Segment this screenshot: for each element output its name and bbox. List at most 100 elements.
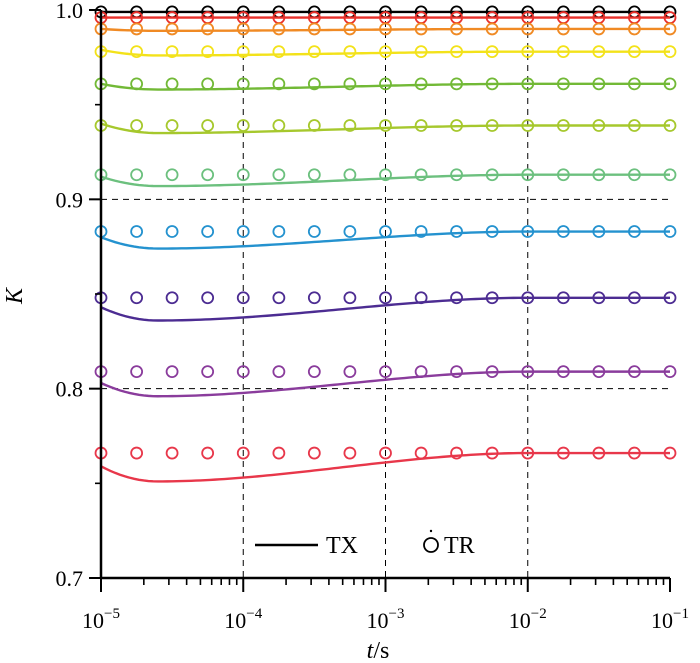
series-marker [307, 365, 321, 379]
series-s6 [94, 119, 677, 135]
series-s10 [94, 365, 677, 398]
series-marker [272, 168, 286, 182]
series-marker [272, 22, 286, 36]
series-marker [485, 168, 499, 182]
series-marker [592, 291, 606, 305]
series-marker [450, 365, 463, 379]
x-tick-label-base: 10 [82, 608, 104, 633]
legend-marker-swatch [423, 537, 439, 553]
legend-marker-dot [429, 529, 433, 533]
series-marker [663, 119, 677, 132]
series-marker [663, 45, 677, 59]
series-marker [379, 45, 392, 59]
series-marker [556, 225, 570, 238]
series-marker [343, 168, 357, 182]
series-marker [556, 168, 570, 182]
series-marker [414, 119, 428, 132]
series-marker [485, 446, 499, 460]
series-marker [236, 291, 250, 305]
y-tick-label: 0.8 [56, 377, 84, 402]
series-marker [130, 168, 144, 182]
series-marker [343, 77, 357, 91]
series-marker [236, 168, 250, 182]
series-s11 [94, 446, 677, 483]
series-marker [307, 225, 321, 238]
series-marker [201, 291, 215, 305]
series-marker [165, 45, 179, 59]
series-marker [414, 225, 428, 238]
series-marker [521, 225, 535, 238]
series-marker [414, 365, 428, 379]
series-marker [556, 446, 570, 460]
series-marker [627, 45, 641, 59]
series-marker [414, 22, 428, 36]
ticks: 10−5 10−4 10−3 10−2 10−10.70.80.91.0 [56, 0, 689, 633]
series-marker [485, 45, 499, 59]
series-marker [556, 119, 570, 132]
series-marker [450, 119, 463, 132]
series-marker [343, 225, 357, 238]
series-marker [343, 45, 357, 59]
series-marker [343, 22, 357, 36]
series-marker [130, 446, 144, 460]
axes [99, 10, 670, 580]
series-marker [592, 225, 606, 238]
series-marker [236, 45, 250, 59]
series-marker [201, 446, 215, 460]
series-marker [201, 77, 215, 91]
series-line [100, 296, 670, 322]
series-marker [236, 119, 250, 132]
x-axis-label: t/s [367, 638, 390, 663]
series-marker [236, 446, 250, 460]
y-tick-label: 0.9 [56, 187, 84, 212]
series-marker [343, 291, 357, 305]
series-marker [485, 22, 499, 36]
x-tick-label: 10−4 [224, 606, 262, 633]
series-marker [272, 446, 286, 460]
series-marker [272, 77, 286, 91]
grid [101, 10, 670, 578]
x-axis-label-var: t [367, 638, 375, 663]
series-marker [201, 365, 215, 379]
series-marker [521, 168, 535, 182]
series-marker [130, 119, 144, 132]
series-marker [165, 291, 179, 305]
series-marker [165, 119, 179, 132]
series-line [100, 82, 670, 91]
series-marker [663, 22, 677, 36]
series-marker [414, 446, 428, 460]
series-marker [130, 365, 144, 379]
series-marker [663, 291, 677, 305]
series-marker [307, 22, 321, 36]
series-marker [165, 446, 179, 460]
series-marker [592, 22, 606, 36]
series-marker [201, 225, 215, 238]
x-tick-label: 10−1 [651, 606, 689, 633]
x-tick-label-base: 10 [224, 608, 246, 633]
series-line [100, 173, 670, 188]
series-marker [272, 225, 286, 238]
x-tick-label-exp: −1 [673, 606, 689, 622]
series-marker [343, 446, 357, 460]
series-s9 [94, 291, 677, 322]
series-marker [592, 45, 606, 59]
series-marker [130, 45, 144, 59]
series-marker [379, 446, 392, 460]
series-line [100, 451, 670, 483]
series-marker [130, 291, 144, 305]
series-marker [272, 119, 286, 132]
series-marker [343, 119, 357, 132]
series-marker [556, 22, 570, 36]
series-marker [485, 77, 499, 91]
series-s7 [94, 168, 677, 188]
x-tick-label-exp: −2 [531, 606, 547, 622]
series-marker [201, 22, 215, 36]
series-marker [521, 22, 535, 36]
series-layer [94, 5, 677, 483]
series-marker [201, 168, 215, 182]
series-marker [379, 22, 392, 36]
series-marker [165, 225, 179, 238]
series-marker [450, 225, 463, 238]
series-marker [236, 22, 250, 36]
